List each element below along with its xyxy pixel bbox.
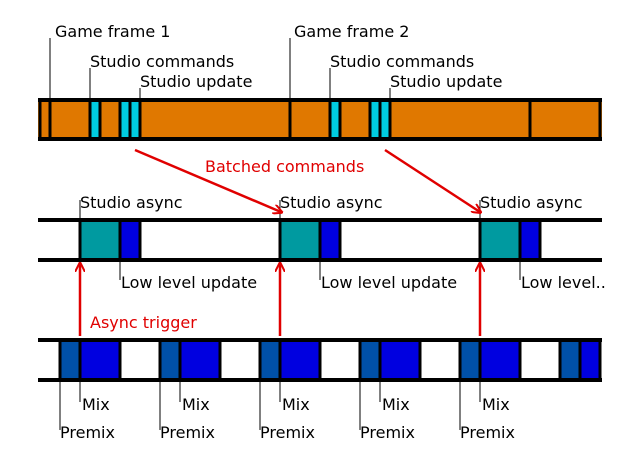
premix-block [258, 338, 282, 382]
label-premix-4: Premix [360, 423, 415, 442]
mixer-lane [38, 338, 602, 382]
label-studio-update-2: Studio update [390, 72, 502, 91]
label-studio-update-1: Studio update [140, 72, 252, 91]
label-mix-4: Mix [382, 395, 410, 414]
studio-async-lane [38, 218, 602, 262]
studio-async-block [78, 218, 122, 262]
label-batched-commands: Batched commands [205, 157, 364, 176]
mix-block [78, 338, 122, 382]
low-level-update-block [118, 218, 142, 262]
game-segment [138, 98, 292, 141]
game-segment [98, 98, 122, 141]
label-studio-commands-1: Studio commands [90, 52, 234, 71]
label-low-level-update-1: Low level update [121, 273, 257, 292]
label-low-level-update-3: Low level.. [521, 273, 606, 292]
mix-block [578, 338, 602, 382]
label-premix-1: Premix [60, 423, 115, 442]
label-game-frame-1: Game frame 1 [55, 22, 170, 41]
label-studio-commands-2: Studio commands [330, 52, 474, 71]
game-thread-lane [38, 98, 602, 141]
label-studio-async-1: Studio async [80, 193, 183, 212]
label-studio-async-3: Studio async [480, 193, 583, 212]
low-level-update-block [518, 218, 542, 262]
game-segment [48, 98, 92, 141]
premix-block [358, 338, 382, 382]
premix-block [58, 338, 82, 382]
mix-block [178, 338, 222, 382]
game-segment [338, 98, 372, 141]
mix-block [378, 338, 422, 382]
game-segment [528, 98, 602, 141]
mix-block [278, 338, 322, 382]
label-mix-2: Mix [182, 395, 210, 414]
game-segment [288, 98, 332, 141]
studio-async-block [278, 218, 322, 262]
label-mix-1: Mix [82, 395, 110, 414]
studio-async-block [478, 218, 522, 262]
tick-marks [49, 38, 521, 430]
label-game-frame-2: Game frame 2 [294, 22, 409, 41]
batched-commands-arrow [134, 148, 281, 212]
game-segment [388, 98, 532, 141]
premix-block [458, 338, 482, 382]
batched-commands-arrow [384, 148, 480, 212]
label-mix-3: Mix [282, 395, 310, 414]
label-low-level-update-2: Low level update [321, 273, 457, 292]
mix-block [478, 338, 522, 382]
label-studio-async-2: Studio async [280, 193, 383, 212]
premix-block [558, 338, 582, 382]
arrows [80, 148, 480, 336]
premix-block [158, 338, 182, 382]
label-premix-5: Premix [460, 423, 515, 442]
low-level-update-block [318, 218, 342, 262]
label-mix-5: Mix [482, 395, 510, 414]
label-premix-3: Premix [260, 423, 315, 442]
label-premix-2: Premix [160, 423, 215, 442]
label-async-trigger: Async trigger [90, 313, 197, 332]
